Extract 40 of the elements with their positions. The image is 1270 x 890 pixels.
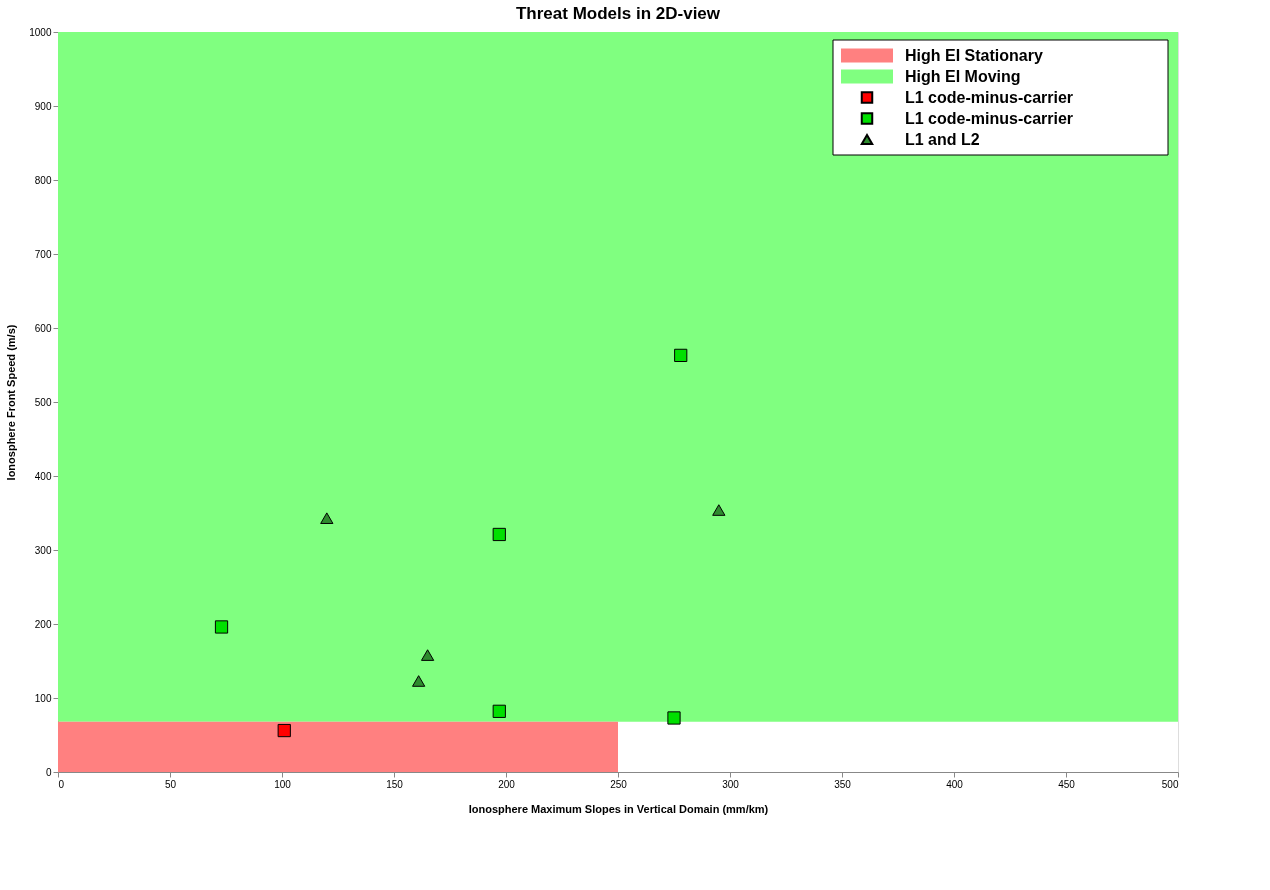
point [412, 675, 426, 687]
point [492, 704, 506, 718]
y-tick-label: 300 [34, 544, 52, 556]
legend-label: L1 and L2 [905, 130, 980, 148]
y-tick-label: 200 [34, 618, 52, 630]
x-tick-label: 300 [722, 778, 740, 790]
x-tick-label: 150 [386, 778, 404, 790]
x-tick-label: 400 [946, 778, 964, 790]
point [492, 527, 506, 542]
y-axis-title: Ionosphere Front Speed (m/s) [5, 324, 18, 481]
point [667, 711, 681, 725]
legend-label: High EI Stationary [905, 46, 1043, 64]
legend-label: L1 code-minus-carrier [905, 88, 1074, 106]
point [214, 620, 229, 634]
x-tick-label: 450 [1058, 778, 1076, 790]
band-label: High EI Moving [905, 67, 1021, 85]
x-tick-label: 350 [834, 778, 852, 790]
y-tick-label: 1000 [29, 26, 52, 38]
point [674, 348, 688, 362]
y-tick-label: 100 [34, 692, 52, 704]
x-tick-label: 200 [498, 778, 516, 790]
y-tick-label: 400 [34, 470, 52, 482]
x-axis-title: Ionosphere Maximum Slopes in Vertical Domain (mm/km) [468, 802, 769, 815]
x-tick-label: 100 [274, 778, 292, 790]
x-tick-label: 250 [610, 778, 628, 790]
point [420, 649, 435, 661]
point [712, 504, 726, 516]
y-tick-label: 600 [34, 322, 52, 334]
x-tick-label: 500 [1161, 778, 1179, 790]
y-tick-label: 900 [34, 100, 52, 112]
x-tick-label: 0 [58, 778, 65, 790]
point [320, 512, 334, 524]
legend-label: L1 code-minus-carrier [905, 109, 1074, 127]
x-tick-label: 50 [164, 778, 177, 790]
y-tick-label: 0 [45, 766, 52, 778]
y-tick-label: 500 [34, 396, 52, 408]
y-tick-label: 800 [34, 174, 52, 186]
chart-title: Threat Models in 2D-view [515, 4, 721, 23]
y-tick-label: 700 [34, 248, 52, 260]
point [277, 723, 291, 738]
